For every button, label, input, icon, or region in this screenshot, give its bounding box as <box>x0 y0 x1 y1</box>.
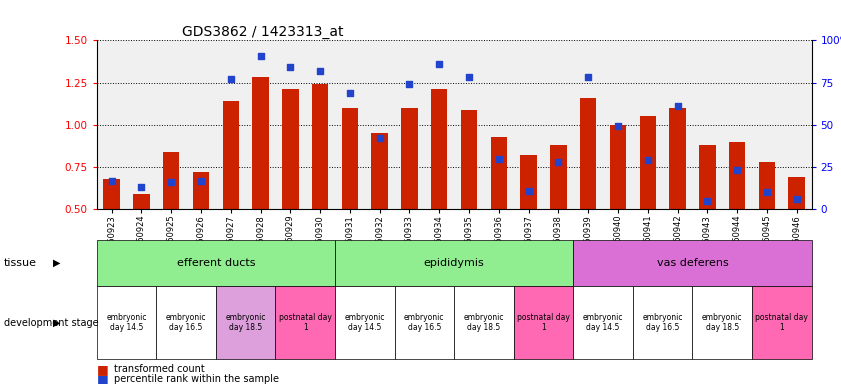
Bar <box>699 145 716 209</box>
Point <box>522 188 536 194</box>
Bar <box>372 133 388 209</box>
Text: efferent ducts: efferent ducts <box>177 258 255 268</box>
Bar <box>193 172 209 209</box>
Bar <box>103 179 119 209</box>
Bar <box>133 194 150 209</box>
Text: embryonic
day 14.5: embryonic day 14.5 <box>583 313 623 332</box>
Bar <box>252 78 269 209</box>
Point <box>194 177 208 184</box>
Point <box>135 184 148 190</box>
Bar <box>282 89 299 209</box>
Point <box>492 156 505 162</box>
Bar <box>729 142 745 209</box>
Text: ■: ■ <box>97 373 108 384</box>
Point <box>254 53 267 59</box>
Point <box>283 64 297 70</box>
Bar <box>669 108 685 209</box>
Bar <box>610 125 627 209</box>
Text: vas deferens: vas deferens <box>657 258 728 268</box>
Point <box>641 157 654 163</box>
Bar <box>163 152 179 209</box>
Text: epididymis: epididymis <box>424 258 484 268</box>
Point <box>701 198 714 204</box>
Point <box>611 123 625 129</box>
Text: development stage: development stage <box>4 318 99 328</box>
Point <box>432 61 446 67</box>
Text: embryonic
day 16.5: embryonic day 16.5 <box>405 313 445 332</box>
Bar <box>550 145 567 209</box>
Bar <box>580 98 596 209</box>
Text: postnatal day
1: postnatal day 1 <box>517 313 570 332</box>
Bar <box>521 155 537 209</box>
Bar <box>431 89 447 209</box>
Bar <box>490 137 507 209</box>
Text: embryonic
day 18.5: embryonic day 18.5 <box>463 313 504 332</box>
Point <box>314 68 327 74</box>
Point <box>552 159 565 165</box>
Point <box>760 189 774 195</box>
Text: embryonic
day 16.5: embryonic day 16.5 <box>643 313 683 332</box>
Text: percentile rank within the sample: percentile rank within the sample <box>114 374 278 384</box>
Text: tissue: tissue <box>4 258 37 268</box>
Point <box>224 76 237 82</box>
Text: embryonic
day 18.5: embryonic day 18.5 <box>225 313 266 332</box>
Point <box>790 196 803 202</box>
Point <box>105 177 119 184</box>
Point <box>165 179 178 185</box>
Text: GDS3862 / 1423313_at: GDS3862 / 1423313_at <box>182 25 344 39</box>
Text: transformed count: transformed count <box>114 364 204 374</box>
Point <box>463 74 476 81</box>
Point <box>373 135 386 141</box>
Text: embryonic
day 14.5: embryonic day 14.5 <box>345 313 385 332</box>
Bar <box>223 101 239 209</box>
Bar <box>759 162 775 209</box>
Text: ▶: ▶ <box>54 258 61 268</box>
Point <box>403 81 416 87</box>
Text: ■: ■ <box>97 363 108 376</box>
Text: postnatal day
1: postnatal day 1 <box>278 313 331 332</box>
Bar <box>401 108 418 209</box>
Bar <box>312 84 328 209</box>
Text: embryonic
day 18.5: embryonic day 18.5 <box>702 313 743 332</box>
Point <box>730 167 743 174</box>
Text: embryonic
day 16.5: embryonic day 16.5 <box>166 313 206 332</box>
Bar <box>341 108 358 209</box>
Text: ▶: ▶ <box>54 318 61 328</box>
Text: embryonic
day 14.5: embryonic day 14.5 <box>106 313 146 332</box>
Bar <box>639 116 656 209</box>
Bar <box>461 109 477 209</box>
Bar <box>789 177 805 209</box>
Point <box>581 74 595 81</box>
Point <box>671 103 685 109</box>
Text: postnatal day
1: postnatal day 1 <box>755 313 808 332</box>
Point <box>343 89 357 96</box>
